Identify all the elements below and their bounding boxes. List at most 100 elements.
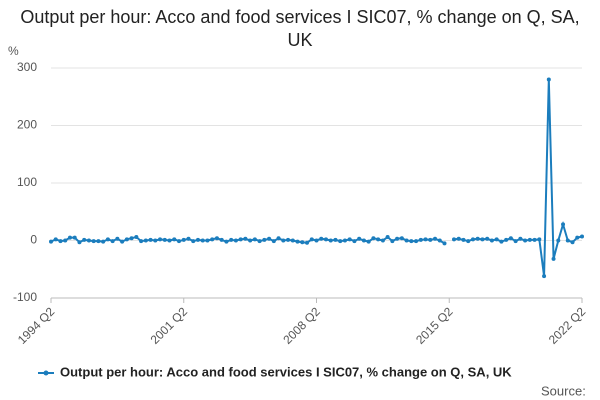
point — [485, 236, 490, 241]
point — [347, 237, 352, 242]
point — [158, 237, 163, 242]
point — [561, 222, 566, 227]
point — [504, 237, 509, 242]
point — [338, 239, 343, 244]
point — [395, 236, 400, 241]
point — [556, 238, 561, 243]
point — [238, 237, 243, 242]
point — [319, 236, 324, 241]
point — [124, 237, 129, 242]
point — [96, 239, 101, 244]
point — [281, 238, 286, 243]
x-tick-label: 2008 Q2 — [280, 304, 323, 347]
point — [323, 237, 328, 242]
point — [286, 237, 291, 242]
point — [428, 237, 433, 242]
point — [376, 237, 381, 242]
point — [82, 237, 87, 242]
point — [148, 237, 153, 242]
point — [191, 239, 196, 244]
point — [129, 236, 134, 241]
legend-marker — [43, 370, 49, 376]
point — [105, 237, 110, 242]
point — [565, 238, 570, 243]
point — [357, 236, 362, 241]
point — [257, 239, 262, 244]
point — [248, 238, 253, 243]
point — [380, 238, 385, 243]
point — [361, 238, 366, 243]
point — [276, 236, 281, 241]
point — [139, 239, 144, 244]
source: Source: — [541, 383, 586, 398]
point — [437, 238, 442, 243]
point — [91, 239, 96, 244]
point — [371, 236, 376, 241]
point — [72, 235, 77, 240]
point — [414, 239, 419, 244]
y-tick-label: 200 — [17, 118, 37, 132]
point — [546, 77, 551, 82]
point — [181, 237, 186, 242]
y-tick-label: 100 — [17, 175, 37, 189]
point — [219, 237, 224, 242]
point — [77, 240, 82, 245]
point — [200, 238, 205, 243]
point — [120, 239, 125, 244]
point — [101, 239, 106, 244]
point — [214, 236, 219, 241]
point — [295, 239, 300, 244]
point — [205, 238, 210, 243]
point — [518, 236, 523, 241]
point — [570, 240, 575, 245]
point — [195, 237, 200, 242]
point — [267, 236, 272, 241]
point — [513, 239, 518, 244]
point — [456, 236, 461, 241]
point — [508, 236, 513, 241]
point — [290, 238, 295, 243]
point — [233, 238, 238, 243]
point — [86, 238, 91, 243]
x-tick-label: 2015 Q2 — [413, 304, 456, 347]
point — [551, 256, 556, 261]
point — [58, 239, 63, 244]
point — [342, 238, 347, 243]
point — [575, 235, 580, 240]
point — [433, 236, 438, 241]
point — [423, 237, 428, 242]
point — [143, 238, 148, 243]
point — [366, 239, 371, 244]
legend-label: Output per hour: Acco and food services … — [60, 364, 512, 379]
point — [399, 236, 404, 241]
x-tick-label: 2022 Q2 — [546, 304, 589, 347]
y-tick-label: 300 — [17, 60, 37, 74]
point — [243, 236, 248, 241]
point — [466, 239, 471, 244]
point — [186, 236, 191, 241]
chart-title: Output per hour: Acco and food services … — [20, 7, 580, 50]
point — [172, 237, 177, 242]
y-axis-label: % — [8, 44, 19, 58]
x-tick-label: 1994 Q2 — [15, 304, 58, 347]
point — [442, 241, 447, 246]
point — [542, 274, 547, 279]
point — [532, 237, 537, 242]
point — [352, 239, 357, 244]
point — [451, 237, 456, 242]
point — [328, 238, 333, 243]
point — [494, 237, 499, 242]
y-tick-label: 0 — [30, 233, 37, 247]
point — [210, 237, 215, 242]
point — [523, 238, 528, 243]
point — [475, 236, 480, 241]
point — [309, 237, 314, 242]
point — [390, 239, 395, 244]
point — [314, 238, 319, 243]
point — [153, 238, 158, 243]
point — [110, 239, 115, 244]
point — [385, 235, 390, 240]
point — [537, 237, 542, 242]
point — [527, 237, 532, 242]
